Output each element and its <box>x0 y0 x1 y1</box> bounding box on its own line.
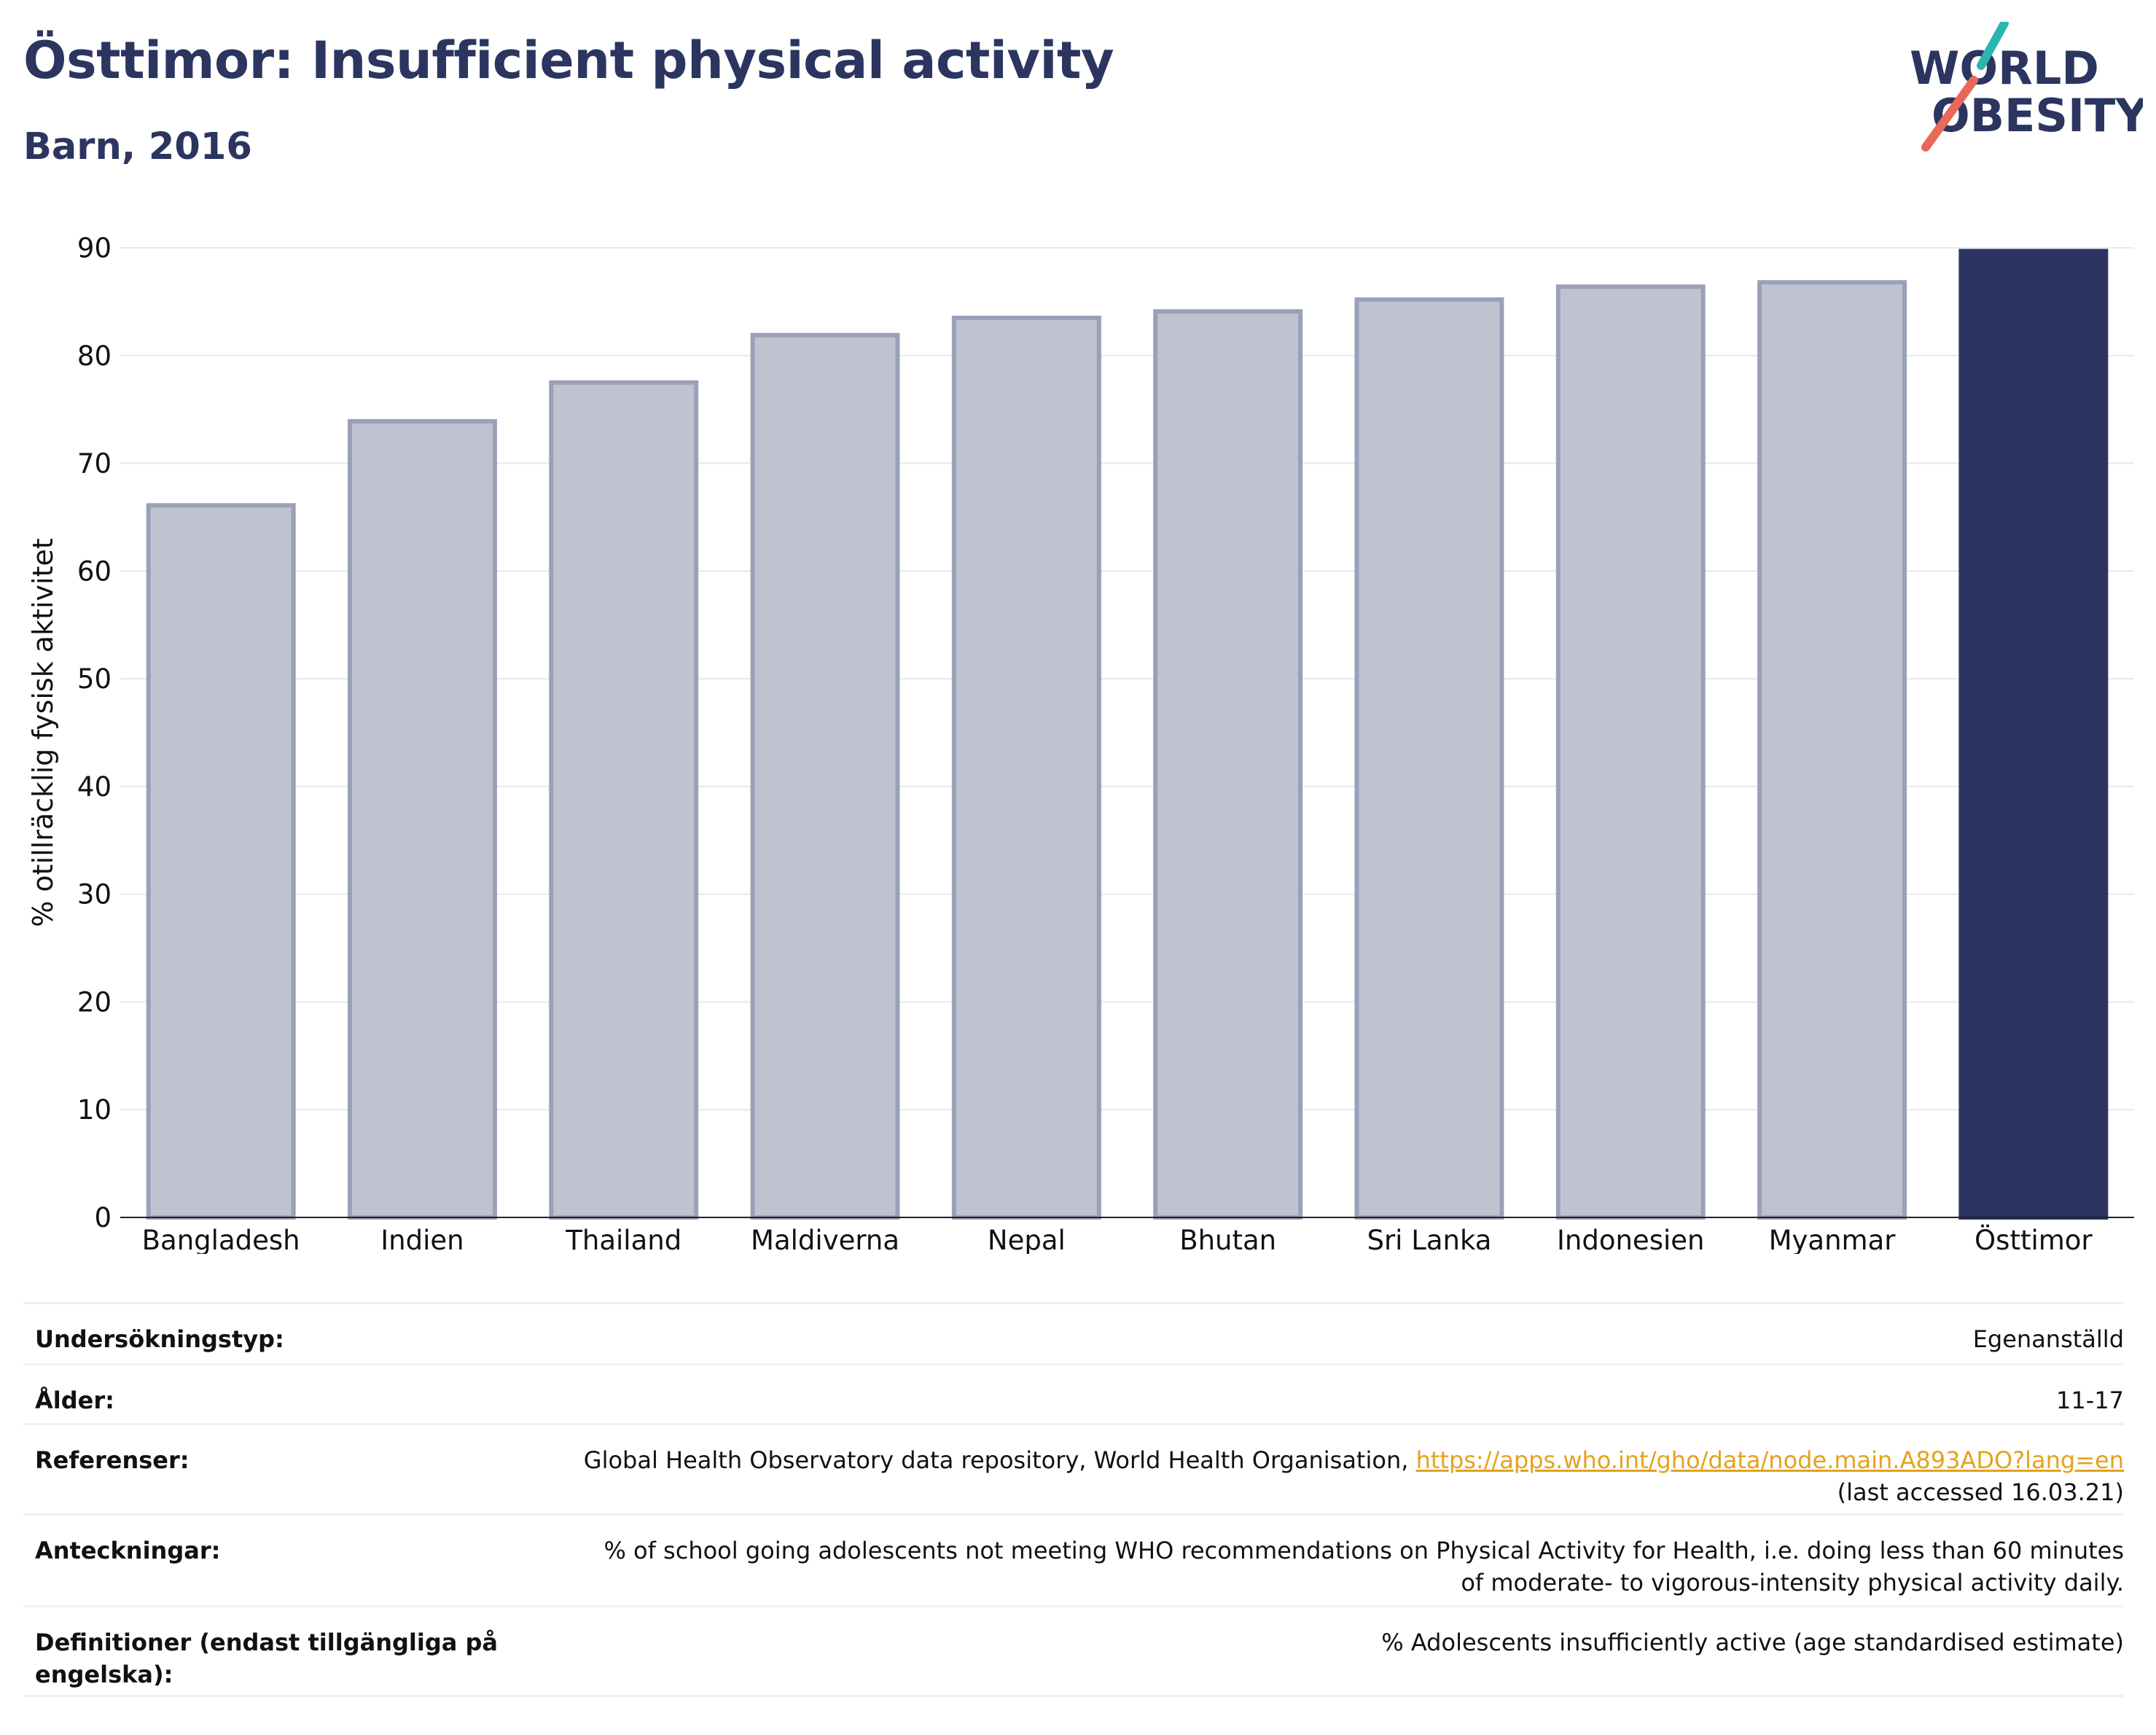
y-tick-label: 30 <box>77 879 112 911</box>
meta-row-definitions: Definitioner (endast tillgängliga på eng… <box>23 1605 2124 1697</box>
bar-indien <box>347 418 497 1220</box>
x-tick-label: Thailand <box>565 1225 681 1254</box>
y-tick-label: 10 <box>77 1094 112 1126</box>
bar-nepal <box>951 316 1101 1220</box>
y-tick-labels: 0 10 20 30 40 50 60 70 80 90 <box>77 233 112 1233</box>
x-tick-label: Indonesien <box>1557 1225 1704 1254</box>
definitions-value: % Adolescents insufficiently active (age… <box>1381 1629 2124 1656</box>
x-tick-label: Indien <box>380 1225 464 1254</box>
x-tick-label: Myanmar <box>1769 1225 1897 1254</box>
references-text: Global Health Observatory data repositor… <box>583 1446 1416 1474</box>
x-tick-label: Maldiverna <box>751 1225 899 1254</box>
y-tick-label: 80 <box>77 340 112 372</box>
y-tick-label: 40 <box>77 771 112 803</box>
metadata-table: Undersökningstyp: Egenanställd Ålder: 11… <box>23 1302 2124 1697</box>
notes-label: Anteckningar: <box>35 1537 221 1564</box>
y-tick-label: 50 <box>77 663 112 695</box>
logo-obesity-text: OBESITY <box>1932 89 2143 142</box>
age-label: Ålder: <box>35 1387 114 1414</box>
bar-thailand <box>549 380 699 1220</box>
x-tick-label: Bhutan <box>1179 1225 1276 1254</box>
world-obesity-logo: WORLD OBESITY <box>1910 22 2143 152</box>
x-tick-label: Östtimor <box>1975 1225 2093 1254</box>
y-tick-label: 60 <box>77 555 112 587</box>
meta-row-notes: Anteckningar: % of school going adolesce… <box>23 1513 2124 1605</box>
y-tick-label: 70 <box>77 448 112 480</box>
logo-world-text: WORLD <box>1910 42 2099 95</box>
logo-slash-teal <box>1977 22 2009 70</box>
survey-value: Egenanställd <box>1972 1325 2124 1353</box>
survey-label: Undersökningstyp: <box>35 1325 284 1353</box>
references-label: Referenser: <box>35 1446 190 1474</box>
x-tick-label: Sri Lanka <box>1367 1225 1491 1254</box>
y-tick-label: 20 <box>77 986 112 1018</box>
bar-maldiverna <box>750 332 900 1220</box>
age-value: 11-17 <box>2056 1387 2124 1414</box>
bar-bhutan <box>1153 309 1303 1220</box>
y-axis-label: % otillräcklig fysisk aktivitet <box>27 538 59 927</box>
x-tick-label: Bangladesh <box>142 1225 300 1254</box>
bar-myanmar <box>1757 280 1907 1220</box>
meta-row-survey: Undersökningstyp: Egenanställd <box>23 1302 2124 1363</box>
page-subtitle: Barn, 2016 <box>23 125 252 168</box>
y-tick-label: 0 <box>94 1202 112 1233</box>
references-accessed: (last accessed 16.03.21) <box>1837 1478 2124 1506</box>
x-tick-label: Nepal <box>988 1225 1066 1254</box>
x-tick-labels: Bangladesh Indien Thailand Maldiverna Nepal B… <box>142 1225 2093 1254</box>
bar-bangladesh <box>146 503 296 1220</box>
bar-indonesien <box>1555 284 1706 1220</box>
y-tick-label: 90 <box>77 233 112 264</box>
page-title: Östtimor: Insufficient physical activity <box>23 31 1114 90</box>
logo-slash-red <box>1921 76 1978 152</box>
bar-chart: 0 10 20 30 40 50 60 70 80 90 Bangladesh Indien Thai… <box>27 233 2134 1254</box>
references-link[interactable]: https://apps.who.int/gho/data/node.main.… <box>1415 1446 2124 1474</box>
bars <box>146 249 2109 1220</box>
references-value: Global Health Observatory data repositor… <box>501 1444 2124 1513</box>
definitions-label: Definitioner (endast tillgängliga på eng… <box>35 1629 498 1688</box>
meta-row-references: Referenser: Global Health Observatory da… <box>23 1423 2124 1513</box>
meta-row-age: Ålder: 11-17 <box>23 1363 2124 1423</box>
bar-sri-lanka <box>1354 297 1504 1220</box>
bar-östtimor <box>1958 249 2109 1220</box>
notes-value: % of school going adolescents not meetin… <box>604 1537 2124 1596</box>
